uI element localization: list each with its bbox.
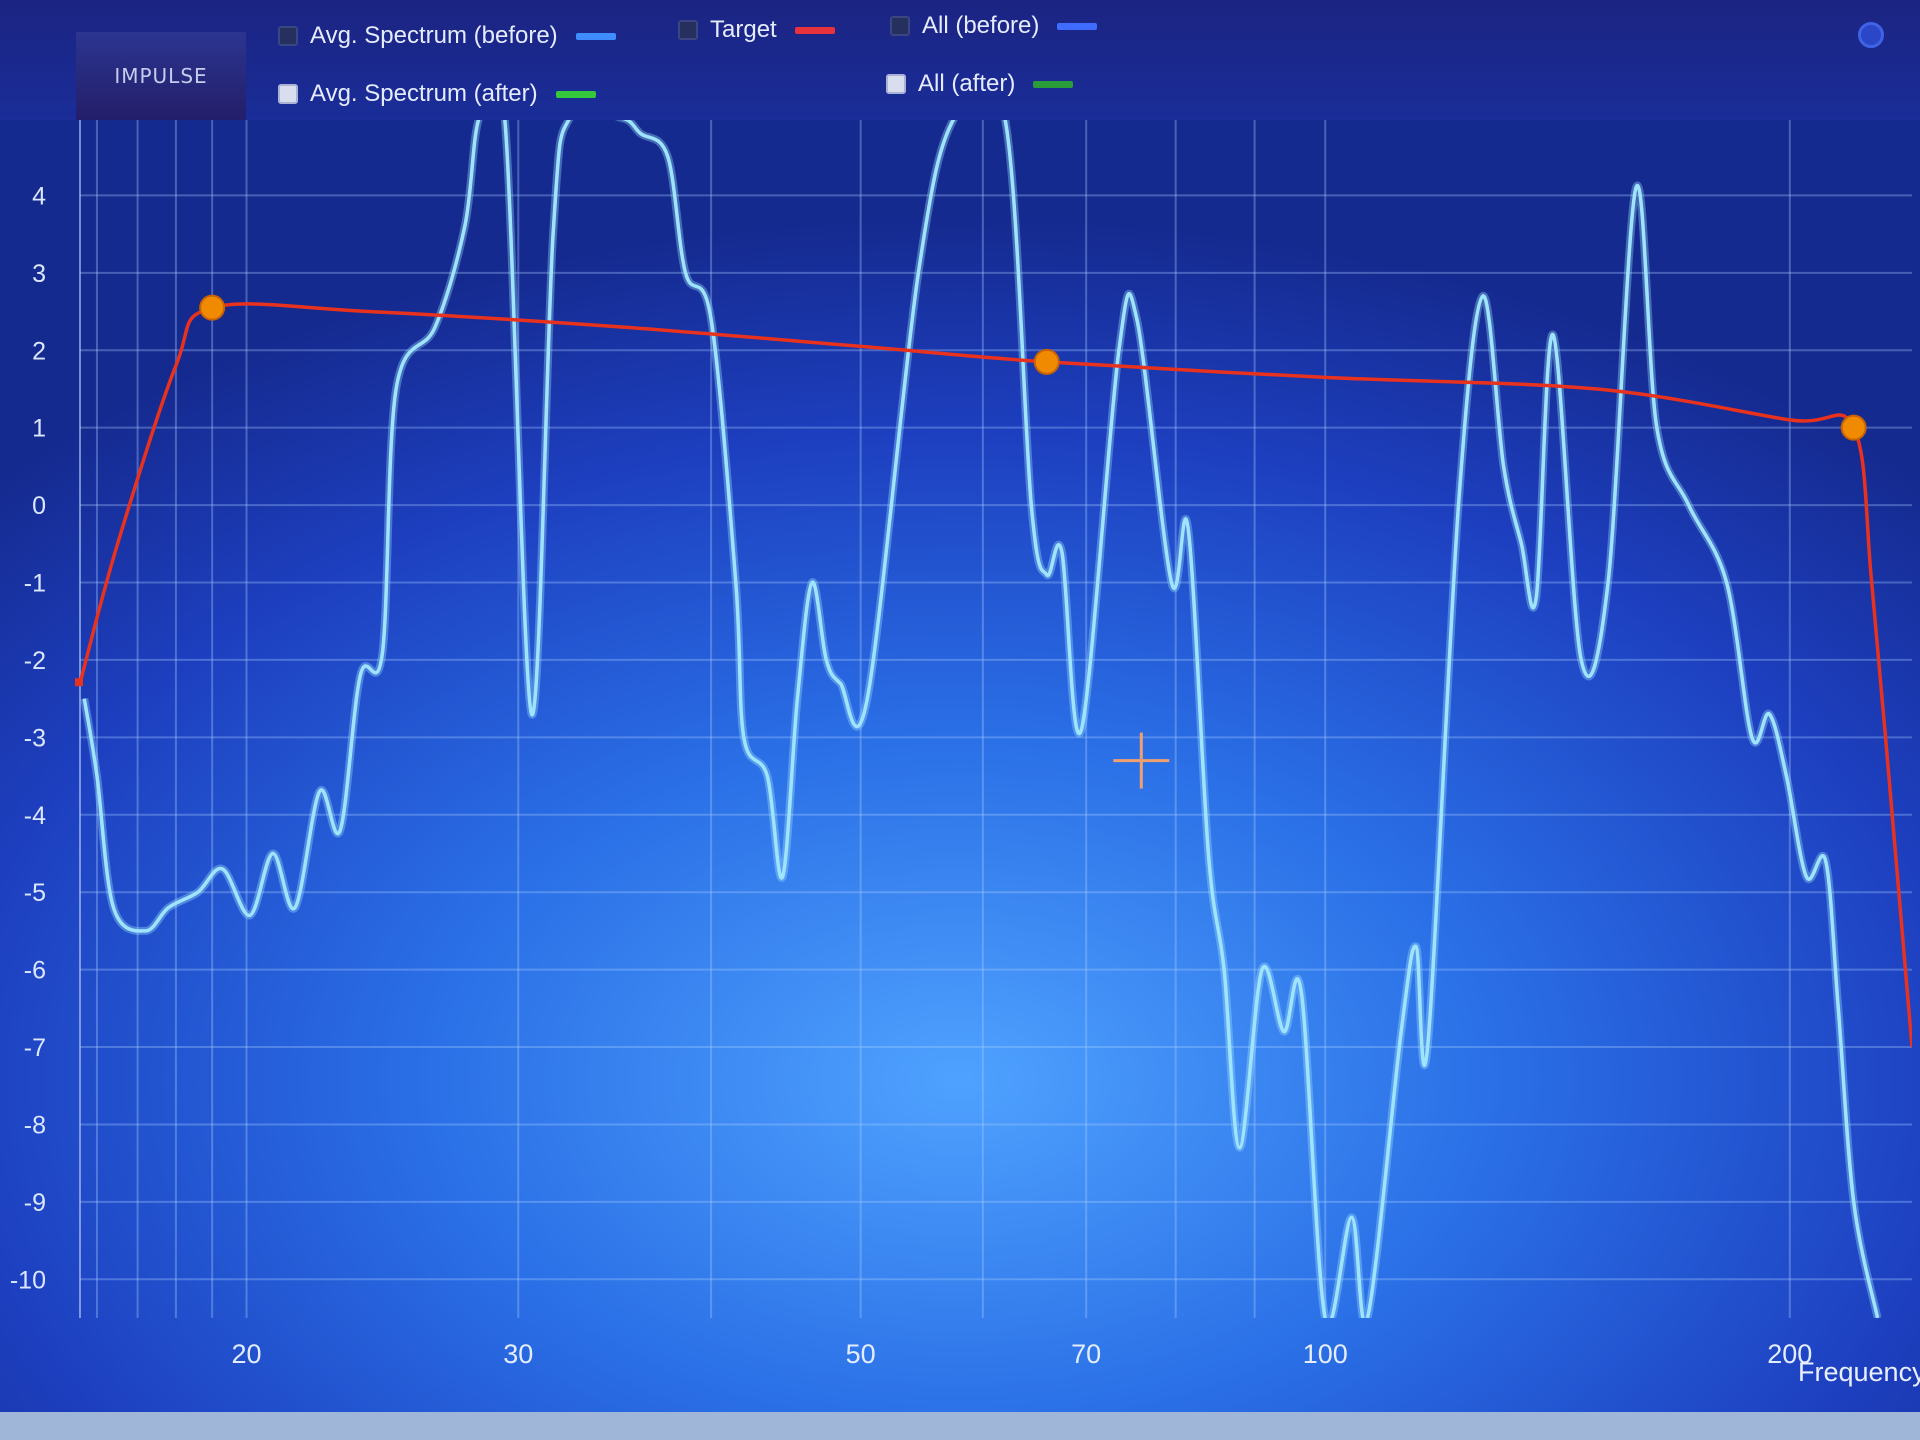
legend-label: All (after): [918, 70, 1016, 97]
impulse-button[interactable]: IMPULSE: [76, 32, 246, 120]
y-tick-label: 2: [32, 337, 46, 365]
legend-all-after[interactable]: All (after): [886, 70, 1074, 98]
checkbox-avg-spectrum-after[interactable]: [278, 84, 298, 104]
y-tick-label: -1: [24, 570, 46, 598]
target-handle[interactable]: [1033, 348, 1060, 375]
x-tick-label: 200: [1767, 1339, 1812, 1369]
gear-icon[interactable]: [1858, 22, 1884, 48]
legend-label: Target: [710, 16, 777, 43]
legend-all-before[interactable]: All (before): [890, 12, 1098, 40]
y-tick-label: -6: [24, 957, 46, 985]
y-tick-label: -7: [24, 1034, 46, 1062]
y-tick-label: -3: [24, 724, 46, 752]
bottom-edge: [0, 1412, 1920, 1440]
legend-target[interactable]: Target: [678, 16, 835, 44]
checkbox-avg-spectrum-before[interactable]: [278, 26, 298, 46]
target-handle[interactable]: [199, 294, 226, 321]
checkbox-target[interactable]: [678, 20, 698, 40]
y-tick-label: 4: [32, 182, 46, 210]
legend-swatch: [575, 32, 616, 40]
legend-swatch: [555, 90, 596, 98]
target-handle[interactable]: [1840, 414, 1867, 441]
legend-label: Avg. Spectrum (after): [310, 80, 538, 107]
checkbox-all-after[interactable]: [886, 74, 906, 94]
legend-swatch: [1033, 80, 1074, 88]
x-tick-label: 100: [1303, 1339, 1348, 1369]
legend-label: Avg. Spectrum (before): [310, 22, 558, 49]
series-line-target: [78, 302, 1912, 1048]
x-tick-label: 50: [846, 1339, 876, 1369]
x-tick-label: 20: [232, 1339, 262, 1369]
legend-toolbar: IMPULSE Avg. Spectrum (before) Target Al…: [0, 0, 1920, 120]
y-tick-label: -4: [24, 802, 46, 830]
legend-swatch: [794, 26, 835, 34]
y-tick-label: 1: [32, 415, 46, 443]
legend-avg-spectrum-after[interactable]: Avg. Spectrum (after): [278, 80, 596, 108]
y-tick-label: -8: [24, 1111, 46, 1139]
series-line-avg-spectrum-before: [82, 118, 1880, 1318]
target-start-marker: [75, 678, 83, 687]
legend-label: All (before): [922, 12, 1040, 39]
series-glow-avg-spectrum-before: [80, 118, 1882, 1318]
y-tick-label: -2: [24, 647, 46, 675]
x-tick-label: 70: [1071, 1339, 1101, 1369]
y-tick-label: 0: [32, 492, 46, 520]
legend-avg-spectrum-before[interactable]: Avg. Spectrum (before): [278, 22, 616, 50]
y-tick-label: -9: [24, 1189, 46, 1217]
legend-swatch: [1057, 22, 1098, 30]
x-axis-title: Frequency: [1798, 1357, 1920, 1387]
x-tick-label: 30: [503, 1339, 533, 1369]
checkbox-all-before[interactable]: [890, 16, 910, 36]
y-tick-label: 3: [32, 260, 46, 288]
y-tick-label: -10: [10, 1266, 46, 1294]
y-tick-label: -5: [24, 879, 46, 907]
